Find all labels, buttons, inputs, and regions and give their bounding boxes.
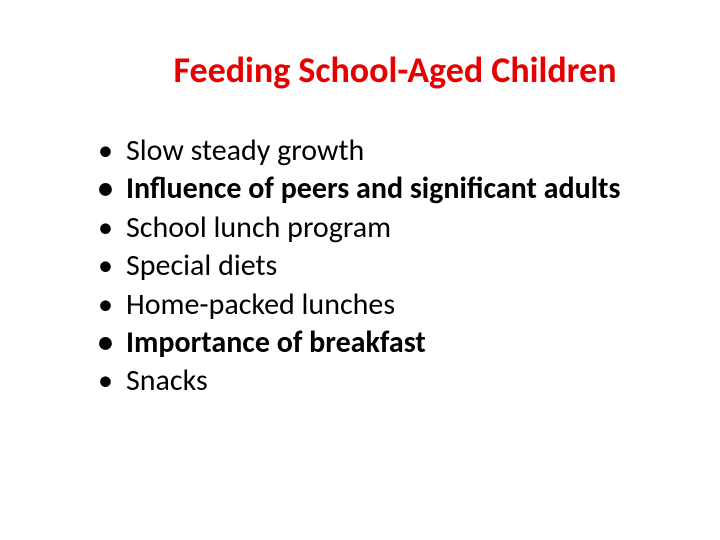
list-item: Home-packed lunches xyxy=(90,286,660,324)
list-item: Slow steady growth xyxy=(90,132,660,170)
list-item-text: Slow steady growth xyxy=(126,132,364,169)
list-item: Snacks xyxy=(90,362,660,400)
list-item: Importance of breakfast xyxy=(90,324,660,362)
list-item-text: Special diets xyxy=(126,247,277,284)
list-item-text: School lunch program xyxy=(126,209,391,246)
slide-title: Feeding School-Aged Children xyxy=(90,48,660,92)
list-item: Special diets xyxy=(90,247,660,285)
list-item: Influence of peers and significant adult… xyxy=(90,170,660,208)
list-item: School lunch program xyxy=(90,209,660,247)
bullet-list: Slow steady growth Influence of peers an… xyxy=(90,132,660,401)
list-item-text: Importance of breakfast xyxy=(126,324,426,361)
list-item-text: Home-packed lunches xyxy=(126,286,395,323)
list-item-text: Snacks xyxy=(126,362,208,399)
slide: Feeding School-Aged Children Slow steady… xyxy=(0,0,720,540)
list-item-text: Influence of peers and significant adult… xyxy=(126,170,620,207)
